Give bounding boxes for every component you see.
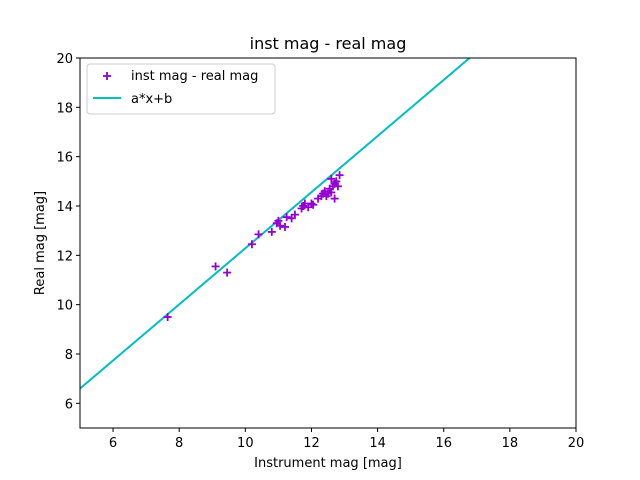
scatter-point <box>267 227 276 236</box>
x-tick-label: 12 <box>303 436 320 451</box>
x-tick-label: 8 <box>175 436 183 451</box>
scatter-point <box>330 194 339 203</box>
legend: inst mag - real mag a*x+b <box>86 63 276 115</box>
x-tick-label: 14 <box>369 436 386 451</box>
legend-box <box>86 63 276 115</box>
scatter-point <box>163 313 172 321</box>
y-axis-ticks: 6 8 10 12 14 16 18 20 <box>56 52 80 412</box>
y-tick-label: 12 <box>56 249 73 264</box>
y-tick-label: 6 <box>65 397 73 412</box>
scatter-point <box>211 262 220 271</box>
y-tick-label: 14 <box>56 200 73 215</box>
scatter-point <box>327 174 336 183</box>
x-tick-label: 6 <box>109 436 117 451</box>
legend-entry-line: a*x+b <box>93 92 172 107</box>
scatter-point <box>335 171 344 180</box>
scatter-point <box>247 240 256 249</box>
scatter-point <box>254 230 263 239</box>
data-layer <box>80 58 472 390</box>
y-tick-label: 20 <box>56 52 73 67</box>
x-axis-label: Instrument mag [mag] <box>254 456 402 471</box>
x-tick-label: 16 <box>435 436 452 451</box>
scatter-point <box>274 216 283 225</box>
scatter-point <box>309 200 318 209</box>
scatter-point <box>276 221 285 230</box>
scatter-point <box>282 213 291 222</box>
plot-frame <box>79 57 577 429</box>
legend-entry-scatter: inst mag - real mag <box>103 69 258 84</box>
plot-area <box>79 57 577 429</box>
scatter-point <box>290 210 299 219</box>
scatter-point <box>307 199 316 208</box>
x-axis-ticks: 6 8 10 12 14 16 18 20 <box>109 428 584 451</box>
scatter-point <box>281 222 290 231</box>
x-tick-label: 10 <box>237 436 254 451</box>
scatter-point <box>327 188 336 197</box>
y-tick-label: 18 <box>56 101 73 116</box>
legend-scatter-marker <box>103 72 111 80</box>
chart-title: inst mag - real mag <box>250 34 407 53</box>
x-tick-label: 20 <box>568 436 585 451</box>
scatter-point <box>223 268 232 277</box>
legend-scatter-label: inst mag - real mag <box>131 69 258 84</box>
y-tick-label: 8 <box>65 348 73 363</box>
scatter-point <box>332 177 341 186</box>
y-tick-label: 16 <box>56 151 73 166</box>
y-tick-label: 10 <box>56 299 73 314</box>
x-tick-label: 18 <box>502 436 519 451</box>
legend-line-label: a*x+b <box>131 92 172 107</box>
scatter-point <box>333 182 342 191</box>
y-axis-label: Real mag [mag] <box>33 191 48 295</box>
